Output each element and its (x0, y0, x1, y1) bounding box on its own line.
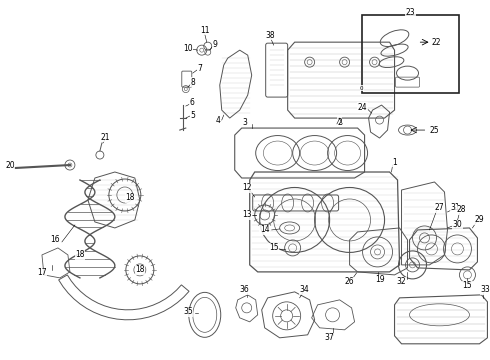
Text: 24: 24 (358, 103, 368, 112)
Text: 35: 35 (183, 307, 193, 316)
Text: 26: 26 (345, 278, 354, 287)
Text: 18: 18 (135, 265, 145, 274)
Text: 11: 11 (200, 26, 210, 35)
Text: 19: 19 (375, 275, 384, 284)
Text: 17: 17 (37, 269, 47, 278)
Text: 14: 14 (260, 225, 270, 234)
Text: 30: 30 (453, 220, 463, 229)
Bar (362, 15, 460, 93)
Text: 34: 34 (300, 285, 310, 294)
Text: 6: 6 (189, 98, 194, 107)
Text: 5: 5 (190, 111, 195, 120)
Text: 31: 31 (451, 203, 460, 212)
Text: 20: 20 (5, 161, 15, 170)
Text: 12: 12 (242, 184, 251, 193)
Text: 37: 37 (325, 333, 335, 342)
Text: 13: 13 (242, 211, 251, 220)
Text: 33: 33 (481, 285, 490, 294)
Text: 1: 1 (392, 158, 397, 167)
Text: 21: 21 (100, 132, 110, 141)
Text: 3: 3 (242, 118, 247, 127)
Text: 9: 9 (212, 40, 217, 49)
Text: 15: 15 (463, 282, 472, 291)
Text: 25: 25 (430, 126, 440, 135)
Text: 36: 36 (240, 285, 249, 294)
Text: 27: 27 (435, 203, 444, 212)
Text: 7: 7 (197, 64, 202, 73)
Text: 23: 23 (406, 8, 416, 17)
Text: 10: 10 (183, 44, 193, 53)
Text: 18: 18 (75, 251, 85, 260)
Text: 38: 38 (266, 31, 275, 40)
Text: 15: 15 (269, 243, 278, 252)
Text: 4: 4 (215, 116, 220, 125)
Text: 29: 29 (475, 215, 484, 224)
Text: 18: 18 (125, 193, 135, 202)
Text: 22: 22 (432, 38, 441, 47)
Text: 32: 32 (397, 278, 406, 287)
Text: 16: 16 (50, 235, 60, 244)
Text: 8: 8 (191, 78, 195, 87)
Text: 2: 2 (337, 118, 342, 127)
Text: 0: 0 (360, 86, 363, 91)
Text: 28: 28 (457, 206, 466, 215)
